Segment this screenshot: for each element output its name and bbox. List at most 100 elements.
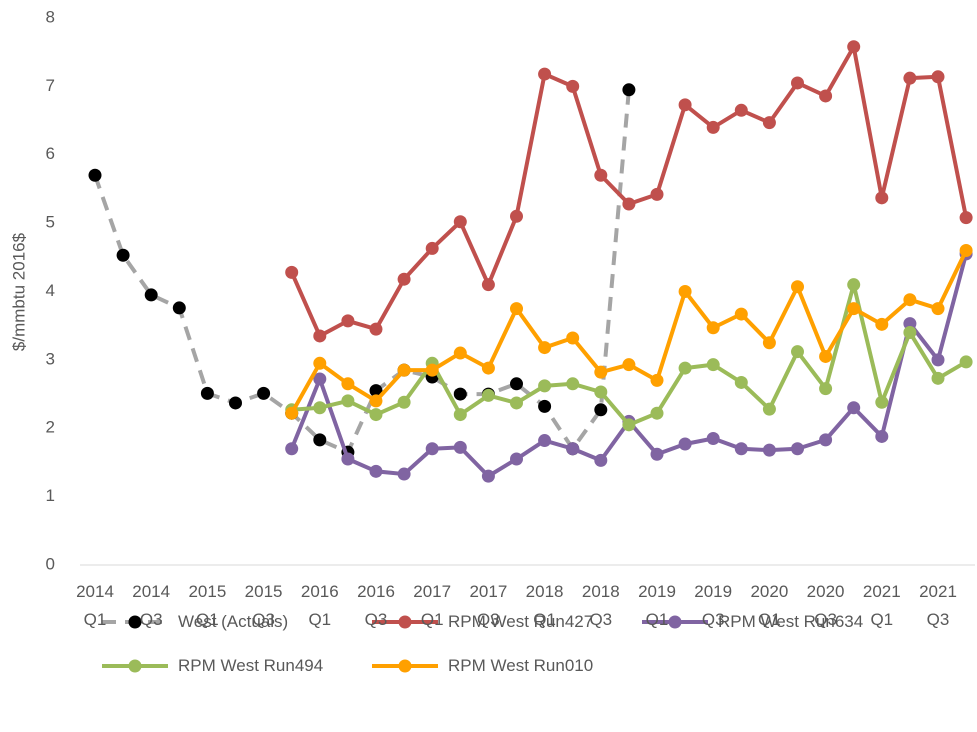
data-point xyxy=(369,322,383,336)
y-tick-label: 6 xyxy=(46,144,55,163)
data-point xyxy=(819,89,833,103)
y-tick-label: 2 xyxy=(46,418,55,437)
data-point xyxy=(875,395,889,409)
legend-label: RPM West Run494 xyxy=(178,656,324,675)
data-point xyxy=(481,278,495,292)
legend: West (Actuals) RPM West Run427 RPM West Ru… xyxy=(100,600,940,688)
data-point xyxy=(510,209,523,223)
data-point xyxy=(453,408,467,422)
data-point xyxy=(706,321,720,335)
x-tick-label: 2020 Q3 xyxy=(806,582,845,629)
data-point xyxy=(313,433,327,447)
data-point xyxy=(510,377,523,391)
data-point xyxy=(678,361,692,375)
legend-marker xyxy=(398,659,412,673)
legend-swatch xyxy=(102,659,168,673)
data-point xyxy=(397,363,411,377)
data-point xyxy=(566,442,580,456)
y-tick-label: 8 xyxy=(46,7,55,26)
data-point xyxy=(847,40,861,54)
data-point xyxy=(847,278,861,292)
data-point xyxy=(566,79,580,93)
legend-label: West (Actuals) xyxy=(178,612,289,631)
data-point xyxy=(622,83,636,97)
y-tick-label: 7 xyxy=(46,76,55,95)
data-point xyxy=(594,453,608,467)
data-point xyxy=(481,388,495,402)
legend-label: RPM West Run010 xyxy=(448,656,594,675)
data-point xyxy=(903,71,917,85)
data-point xyxy=(734,103,748,117)
x-tick-label: 2017 Q1 xyxy=(413,582,452,629)
y-tick-label: 3 xyxy=(46,349,55,368)
data-point xyxy=(959,355,973,369)
series-line xyxy=(93,89,631,455)
x-tick-label: 2018 Q3 xyxy=(581,582,620,629)
data-point xyxy=(313,356,327,370)
data-point xyxy=(510,302,523,316)
data-point xyxy=(791,76,804,90)
data-point xyxy=(791,280,804,294)
data-point xyxy=(341,377,355,391)
data-point xyxy=(313,329,327,343)
data-point xyxy=(622,358,636,372)
x-tick-label: 2017 Q3 xyxy=(469,582,508,629)
data-point xyxy=(538,399,552,413)
data-point xyxy=(481,469,495,483)
legend-item: RPM West Run427 xyxy=(370,600,640,644)
legend-marker xyxy=(398,615,412,629)
data-point xyxy=(594,365,608,379)
legend-swatch xyxy=(372,615,438,629)
data-point xyxy=(959,243,973,257)
data-point xyxy=(566,377,580,391)
data-point xyxy=(762,443,776,457)
data-point xyxy=(88,168,102,182)
legend-label: RPM West Run634 xyxy=(718,612,864,631)
data-point xyxy=(650,373,664,387)
data-point xyxy=(650,406,664,420)
data-point xyxy=(369,394,383,408)
data-point xyxy=(931,302,945,316)
data-point xyxy=(875,191,889,205)
legend-swatch xyxy=(642,615,708,629)
data-point xyxy=(875,429,889,443)
y-tick-label: 1 xyxy=(46,486,55,505)
x-tick-label: 2014 Q1 xyxy=(76,582,114,629)
data-point xyxy=(734,375,748,389)
data-point xyxy=(650,187,664,201)
legend-item: RPM West Run634 xyxy=(640,600,910,644)
legend-item: RPM West Run494 xyxy=(100,644,370,688)
data-point xyxy=(762,336,776,350)
y-tick-label: 4 xyxy=(46,281,55,300)
data-point xyxy=(510,396,523,410)
data-point xyxy=(481,361,495,375)
data-point xyxy=(453,215,467,229)
data-point xyxy=(453,387,467,401)
y-tick-label: 0 xyxy=(46,554,55,573)
data-point xyxy=(847,401,861,415)
data-point xyxy=(875,317,889,331)
legend-label: RPM West Run427 xyxy=(448,612,594,631)
x-tick-label: 2020 Q1 xyxy=(750,582,789,629)
data-point xyxy=(762,116,776,130)
x-tick-label: 2016 Q3 xyxy=(357,582,395,629)
data-point xyxy=(819,349,833,363)
x-tick-label: 2021 Q3 xyxy=(919,582,957,629)
data-point xyxy=(397,395,411,409)
data-point xyxy=(903,317,917,331)
data-point xyxy=(285,406,299,420)
legend-marker xyxy=(668,615,682,629)
x-tick-label: 2015 Q1 xyxy=(188,582,227,629)
data-point xyxy=(200,386,214,400)
data-point xyxy=(510,452,523,466)
data-point xyxy=(594,403,608,417)
data-point xyxy=(453,440,467,454)
x-tick-label: 2016 Q1 xyxy=(300,582,339,629)
legend-marker xyxy=(128,659,142,673)
x-tick-label: 2015 Q3 xyxy=(244,582,283,629)
data-point xyxy=(538,67,552,81)
data-point xyxy=(791,442,804,456)
data-point xyxy=(538,341,552,355)
data-point xyxy=(425,363,439,377)
data-point xyxy=(116,248,130,262)
